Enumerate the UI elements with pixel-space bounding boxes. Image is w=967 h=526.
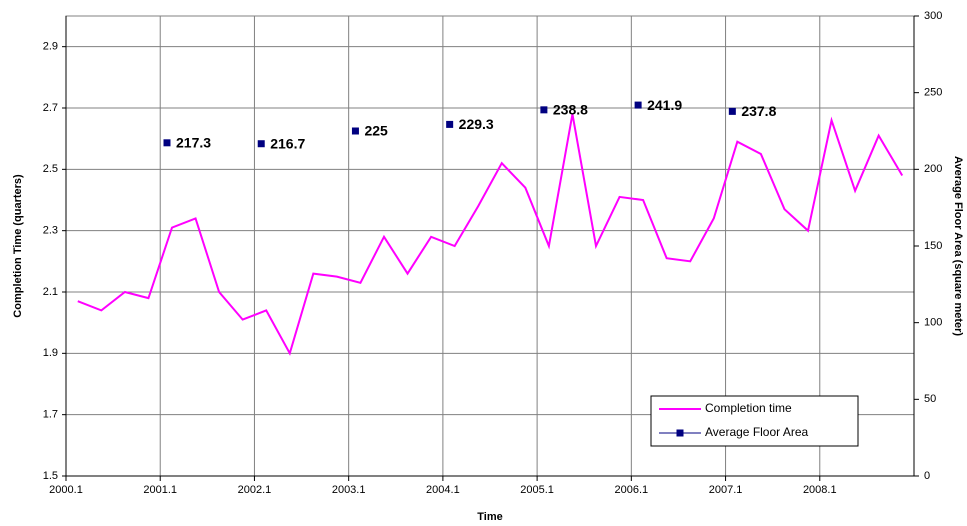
marker bbox=[257, 140, 265, 148]
data-label: 241.9 bbox=[647, 97, 682, 113]
y-tick-label: 2.5 bbox=[43, 163, 58, 175]
y-tick-label: 2.3 bbox=[43, 225, 58, 237]
legend-label: Completion time bbox=[705, 401, 792, 415]
y2-tick-label: 250 bbox=[924, 87, 942, 99]
y2-tick-label: 50 bbox=[924, 393, 936, 405]
x-tick-label: 2008.1 bbox=[803, 484, 837, 496]
marker bbox=[351, 127, 359, 135]
y2-tick-label: 300 bbox=[924, 10, 942, 22]
marker bbox=[728, 107, 736, 115]
data-line bbox=[77, 113, 904, 356]
data-label: 238.8 bbox=[553, 102, 588, 118]
legend: Completion time Average Floor Area bbox=[650, 395, 859, 447]
y-axis-title: Completion Time (quarters) bbox=[12, 174, 24, 318]
y-tick-label: 2.1 bbox=[43, 286, 58, 298]
x-axis-title: Time bbox=[477, 511, 502, 523]
data-label: 216.7 bbox=[270, 135, 305, 151]
marker bbox=[163, 139, 171, 147]
x-tick-label: 2006.1 bbox=[615, 484, 649, 496]
y2-axis-title: Average Floor Area (square meter) bbox=[952, 156, 964, 336]
y-tick-label: 1.7 bbox=[43, 409, 58, 421]
y2-tick-label: 0 bbox=[924, 470, 930, 482]
data-label: 237.8 bbox=[741, 103, 776, 119]
marker bbox=[446, 120, 454, 128]
data-label: 225 bbox=[364, 123, 388, 139]
x-tick-label: 2001.1 bbox=[143, 484, 177, 496]
y2-tick-label: 100 bbox=[924, 317, 942, 329]
y-tick-label: 2.9 bbox=[43, 41, 58, 53]
y2-tick-label: 150 bbox=[924, 240, 942, 252]
y-tick-label: 1.9 bbox=[43, 347, 58, 359]
x-tick-label: 2007.1 bbox=[709, 484, 743, 496]
marker bbox=[634, 101, 642, 109]
x-tick-label: 2002.1 bbox=[238, 484, 272, 496]
x-tick-label: 2000.1 bbox=[49, 484, 83, 496]
data-label: 217.3 bbox=[176, 135, 211, 151]
x-tick-label: 2005.1 bbox=[520, 484, 554, 496]
y-tick-label: 2.7 bbox=[43, 102, 58, 114]
y2-tick-label: 200 bbox=[924, 163, 942, 175]
x-tick-label: 2004.1 bbox=[426, 484, 460, 496]
data-label: 229.3 bbox=[459, 116, 494, 132]
y-tick-label: 1.5 bbox=[43, 470, 58, 482]
legend-box bbox=[650, 395, 859, 447]
x-tick-label: 2003.1 bbox=[332, 484, 366, 496]
marker bbox=[540, 106, 548, 114]
legend-marker bbox=[676, 429, 684, 437]
legend-label: Average Floor Area bbox=[705, 425, 808, 439]
